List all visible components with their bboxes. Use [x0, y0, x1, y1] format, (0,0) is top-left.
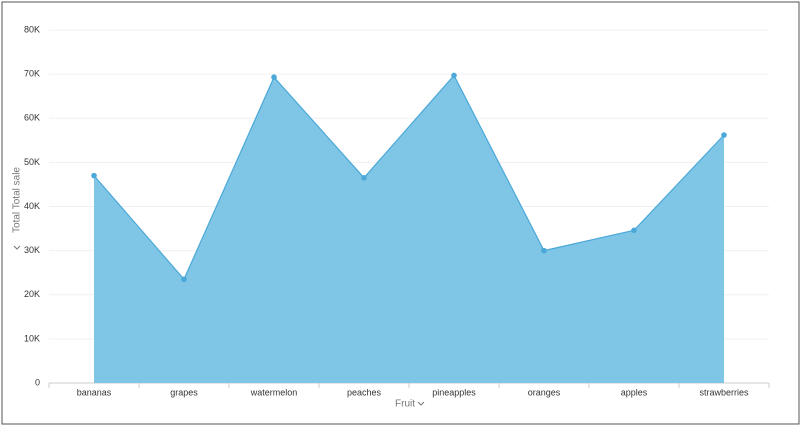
x-tick-label: bananas: [77, 387, 112, 397]
point: [361, 175, 367, 181]
y-tick-label: 60K: [24, 113, 40, 123]
point: [541, 247, 547, 254]
y-tick-label: 40K: [24, 201, 40, 211]
point: [451, 72, 457, 79]
y-tick-label: 50K: [24, 157, 40, 167]
point: [631, 227, 637, 234]
x-tick-label: pineapples: [432, 387, 476, 397]
point: [271, 74, 277, 81]
x-label-chevron[interactable]: [417, 401, 425, 406]
y-tick-label: 10K: [24, 333, 40, 343]
x-tick-label: apples: [621, 387, 648, 397]
y-axis-label: Total Total sale: [12, 167, 23, 233]
y-tick-label: 30K: [24, 245, 40, 255]
point: [721, 132, 727, 138]
x-tick-label: peaches: [347, 387, 382, 397]
area: [94, 75, 724, 383]
line: [93, 74, 725, 281]
y-label-chevron: [13, 245, 21, 250]
x-tick-label: grapes: [170, 387, 198, 397]
y-tick-label: 80K: [24, 24, 40, 34]
y-tick-label: 0: [35, 377, 40, 387]
x-axis-label[interactable]: Fruit: [395, 399, 415, 410]
y-tick-label: 20K: [24, 289, 40, 299]
point: [91, 172, 97, 179]
point: [181, 276, 187, 283]
x-tick-label: oranges: [528, 387, 561, 397]
x-tick-label: watermelon: [250, 387, 298, 397]
x-tick-label: strawberries: [699, 387, 749, 397]
y-tick-label: 70K: [24, 69, 40, 79]
